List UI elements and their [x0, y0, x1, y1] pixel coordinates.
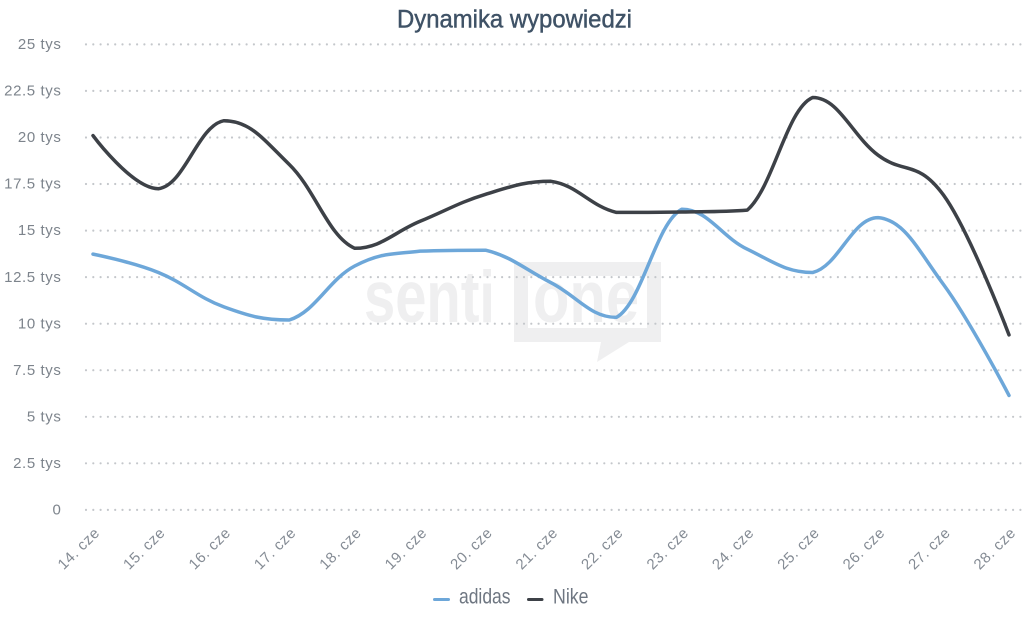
svg-text:one: one: [533, 257, 639, 338]
svg-text:Nike: Nike: [553, 585, 589, 608]
svg-text:15 tys: 15 tys: [18, 222, 62, 239]
svg-text:27. cze: 27. cze: [905, 525, 954, 574]
svg-text:26. cze: 26. cze: [840, 525, 889, 574]
svg-text:20. cze: 20. cze: [447, 525, 496, 574]
svg-text:25 tys: 25 tys: [18, 36, 62, 53]
svg-text:adidas: adidas: [459, 585, 511, 608]
svg-text:24. cze: 24. cze: [709, 525, 758, 574]
svg-text:16. cze: 16. cze: [186, 525, 235, 574]
svg-text:28. cze: 28. cze: [971, 525, 1020, 574]
svg-text:5 tys: 5 tys: [27, 408, 62, 425]
svg-text:15. cze: 15. cze: [120, 525, 169, 574]
svg-text:7.5 tys: 7.5 tys: [13, 362, 61, 379]
svg-text:12.5 tys: 12.5 tys: [4, 269, 61, 286]
svg-text:0: 0: [53, 502, 62, 519]
svg-text:17.5 tys: 17.5 tys: [4, 176, 61, 193]
svg-text:10 tys: 10 tys: [18, 315, 62, 332]
svg-text:19. cze: 19. cze: [382, 525, 431, 574]
svg-text:17. cze: 17. cze: [251, 525, 300, 574]
svg-text:senti: senti: [364, 257, 495, 338]
svg-text:23. cze: 23. cze: [644, 525, 693, 574]
svg-text:21. cze: 21. cze: [513, 525, 562, 574]
svg-text:14. cze: 14. cze: [55, 525, 104, 574]
svg-text:2.5 tys: 2.5 tys: [13, 455, 61, 472]
svg-text:18. cze: 18. cze: [316, 525, 365, 574]
svg-text:22. cze: 22. cze: [578, 525, 627, 574]
svg-text:Dynamika wypowiedzi: Dynamika wypowiedzi: [397, 6, 632, 34]
svg-text:22.5 tys: 22.5 tys: [4, 83, 61, 100]
svg-text:20 tys: 20 tys: [18, 129, 62, 146]
svg-text:25. cze: 25. cze: [774, 525, 823, 574]
